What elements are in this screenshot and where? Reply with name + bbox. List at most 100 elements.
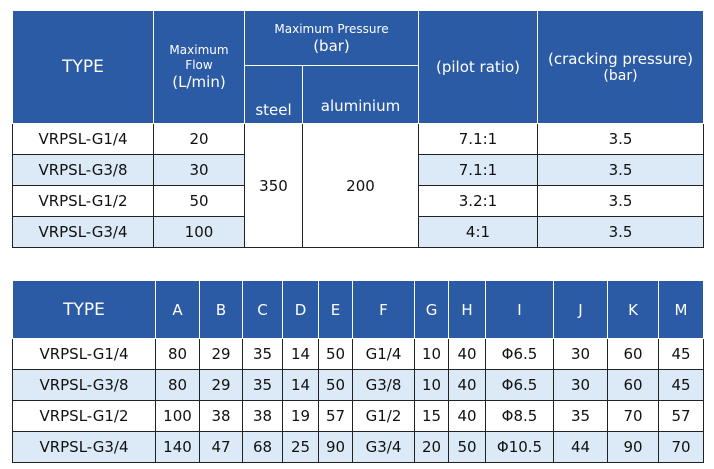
table-cell: VRPSL-G3/4: [12, 431, 156, 463]
table-cell: Φ6.5: [485, 338, 554, 370]
table-cell: G3/4: [352, 431, 415, 463]
table-cell: 40: [448, 369, 486, 401]
header-text: (bar): [313, 36, 350, 55]
header-text: (bar): [603, 68, 638, 84]
table-row: VRPSL-G3/4 140 47 68 25 90 G3/4 20 50 Φ10.5 44 90 70: [12, 431, 704, 463]
table-cell: 140: [155, 431, 200, 463]
table-cell: 350: [244, 123, 303, 248]
table-cell: 47: [199, 431, 243, 463]
header-cell: (cracking pressure) (bar): [537, 10, 704, 124]
table-cell: 30: [553, 369, 608, 401]
table-cell: 14: [282, 338, 319, 370]
table-cell: 44: [553, 431, 608, 463]
header-cell: M: [658, 280, 704, 339]
table-row: VRPSL-G3/4 100 4:1 3.5: [12, 216, 704, 248]
header-cell: H: [448, 280, 486, 339]
table-cell: 19: [282, 400, 319, 432]
table-cell: VRPSL-G3/8: [12, 154, 154, 186]
table-row: VRPSL-G1/4 20 350 200 7.1:1 3.5: [12, 123, 704, 248]
table-cell: 35: [242, 338, 283, 370]
header-cell: G: [414, 280, 449, 339]
table-cell: 7.1:1: [418, 154, 538, 186]
header-text: TYPE: [62, 57, 104, 77]
table-row: VRPSL-G3/8 30 7.1:1 3.5: [12, 154, 704, 186]
table-cell: 10: [414, 338, 449, 370]
table-cell: 10: [414, 369, 449, 401]
table-cell: 30: [553, 338, 608, 370]
table-cell: 3.5: [537, 154, 704, 186]
table-cell: 38: [242, 400, 283, 432]
table-cell: Φ6.5: [485, 369, 554, 401]
header-cell: (pilot ratio): [418, 10, 538, 124]
table-cell: 50: [318, 338, 353, 370]
header-text: aluminium: [320, 97, 401, 115]
table-cell: VRPSL-G3/8: [12, 369, 156, 401]
header-cell: steel: [244, 65, 303, 124]
table-cell: 35: [553, 400, 608, 432]
header-text: (L/min): [172, 73, 226, 91]
spec-table: TYPE Maximum Flow (L/min) Maximum Pressur…: [12, 10, 704, 248]
table-cell: 45: [658, 369, 704, 401]
header-cell: E: [318, 280, 353, 339]
header-cell: Maximum Flow (L/min): [153, 10, 245, 124]
table-row: VRPSL-G3/8 80 29 35 14 50 G3/8 10 40 Φ6.5 30 60 45: [12, 369, 704, 401]
table-cell: 50: [153, 185, 245, 217]
header-cell: A: [155, 280, 200, 339]
header-cell: Maximum Pressure (bar): [244, 10, 419, 66]
table-cell: 60: [607, 369, 659, 401]
table-cell: 57: [658, 400, 704, 432]
table-cell: 38: [199, 400, 243, 432]
header-cell: I: [485, 280, 554, 339]
table-cell: 29: [199, 338, 243, 370]
table-cell: 80: [155, 338, 200, 370]
table-cell: 3.5: [537, 123, 704, 155]
table-cell: 7.1:1: [418, 123, 538, 155]
table-cell: VRPSL-G1/4: [12, 338, 156, 370]
table-cell: 90: [607, 431, 659, 463]
table-cell: 3.5: [537, 185, 704, 217]
table-cell: 4:1: [418, 216, 538, 248]
table-cell: 50: [448, 431, 486, 463]
table-cell: 70: [607, 400, 659, 432]
table-cell: VRPSL-G3/4: [12, 216, 154, 248]
table-cell: 15: [414, 400, 449, 432]
table-cell: 3.2:1: [418, 185, 538, 217]
header-cell: B: [199, 280, 243, 339]
table-cell: VRPSL-G1/4: [12, 123, 154, 155]
table-cell: G1/4: [352, 338, 415, 370]
header-text: Maximum Flow: [169, 43, 229, 72]
table-cell: 90: [318, 431, 353, 463]
table-cell: 25: [282, 431, 319, 463]
table-cell: Φ10.5: [485, 431, 554, 463]
table-row: VRPSL-G1/2 100 38 38 19 57 G1/2 15 40 Φ8.5 35 70 57: [12, 400, 704, 432]
table-cell: VRPSL-G1/2: [12, 400, 156, 432]
header-cell: J: [553, 280, 608, 339]
table-cell: 200: [302, 123, 419, 248]
table-cell: 70: [658, 431, 704, 463]
table-cell: 80: [155, 369, 200, 401]
table-cell: 50: [318, 369, 353, 401]
table-cell: 40: [448, 338, 486, 370]
header-cell: C: [242, 280, 283, 339]
header-cell: TYPE: [12, 280, 156, 339]
table-cell: 30: [153, 154, 245, 186]
table-cell: 40: [448, 400, 486, 432]
table-cell: G3/8: [352, 369, 415, 401]
header-cell: D: [282, 280, 319, 339]
table-cell: 14: [282, 369, 319, 401]
table-cell: G1/2: [352, 400, 415, 432]
table-cell: 35: [242, 369, 283, 401]
table-cell: 20: [153, 123, 245, 155]
header-text: steel: [255, 101, 292, 119]
table-cell: 45: [658, 338, 704, 370]
table-cell: VRPSL-G1/2: [12, 185, 154, 217]
header-cell: aluminium: [302, 65, 419, 124]
table-cell: 100: [153, 216, 245, 248]
table-cell: Φ8.5: [485, 400, 554, 432]
header-text: (pilot ratio): [436, 58, 520, 76]
header-cell: F: [352, 280, 415, 339]
header-text: Maximum Pressure: [274, 21, 389, 36]
table-cell: 100: [155, 400, 200, 432]
table-row: VRPSL-G1/4 80 29 35 14 50 G1/4 10 40 Φ6.5 30 60 45: [12, 338, 704, 370]
